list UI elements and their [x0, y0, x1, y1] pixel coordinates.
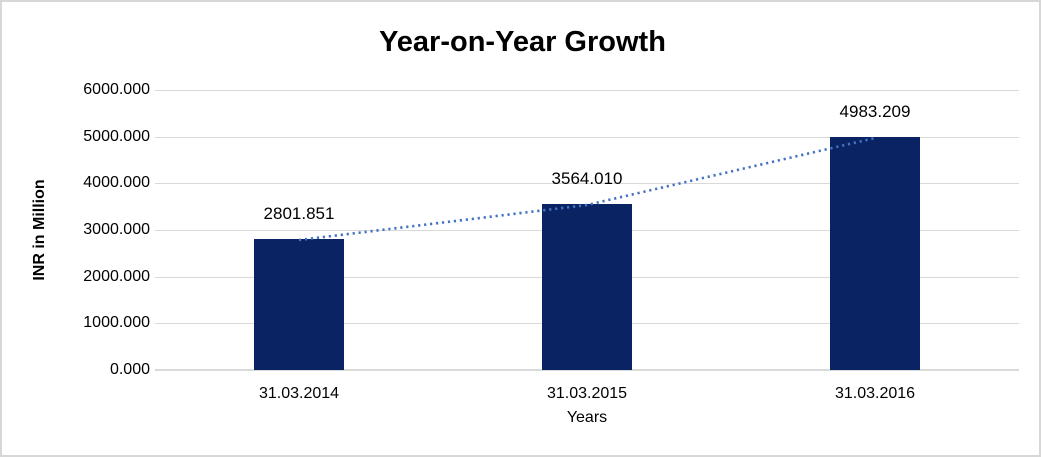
data-label: 4983.209 — [839, 102, 911, 121]
y-tick-label: 6000.000 — [83, 81, 150, 98]
y-tick-label: 0.000 — [109, 361, 150, 378]
x-axis-title: Years — [566, 409, 608, 426]
x-tick-label: 31.03.2016 — [834, 385, 916, 402]
y-tick-label: 4000.000 — [83, 174, 150, 192]
bar-31.03.2015 — [542, 204, 632, 370]
bar-31.03.2014 — [254, 239, 344, 370]
bar-31.03.2016 — [830, 137, 920, 370]
data-label: 2801.851 — [263, 204, 335, 223]
x-axis-line — [155, 369, 1019, 371]
gridline — [155, 90, 1019, 91]
y-tick-label: 2000.000 — [83, 267, 150, 285]
x-tick-label: 31.03.2015 — [546, 385, 628, 402]
data-label: 3564.010 — [551, 169, 623, 188]
y-tick-label: 3000.000 — [83, 221, 150, 238]
x-tick-label: 31.03.2014 — [258, 385, 340, 402]
chart-title: Year-on-Year Growth — [379, 26, 666, 58]
y-tick-label: 5000.000 — [83, 127, 150, 145]
y-tick-label: 1000.000 — [83, 314, 150, 332]
